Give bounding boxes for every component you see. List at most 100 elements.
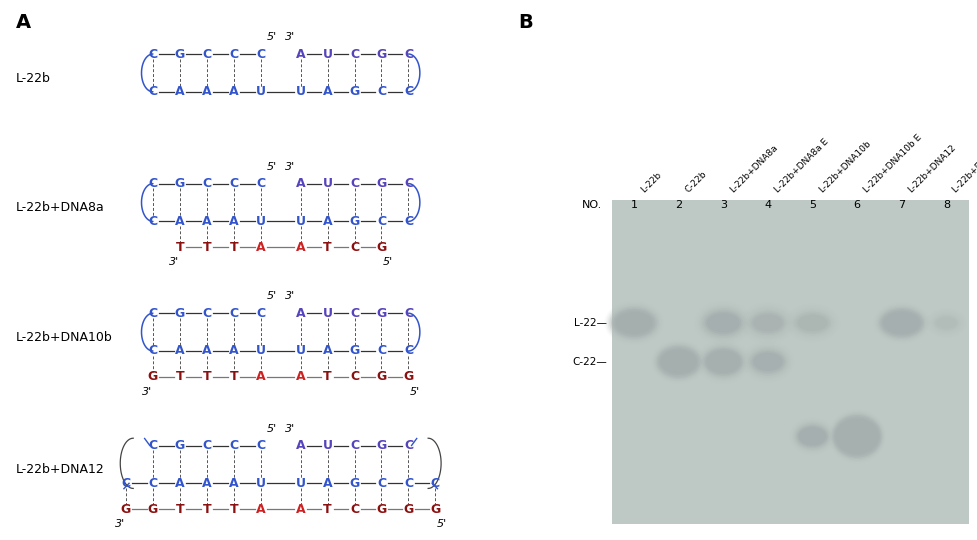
Text: C: C	[376, 215, 386, 228]
Text: 3': 3'	[168, 257, 179, 267]
Text: A: A	[175, 345, 185, 357]
Ellipse shape	[936, 318, 956, 328]
Ellipse shape	[658, 348, 698, 375]
Text: L-22b+DNA10b: L-22b+DNA10b	[817, 139, 871, 194]
Text: U: U	[295, 85, 306, 98]
Ellipse shape	[797, 315, 827, 331]
Text: 5: 5	[808, 200, 815, 210]
Text: A: A	[202, 477, 211, 490]
Text: 3': 3'	[114, 519, 125, 529]
Ellipse shape	[791, 310, 832, 336]
Ellipse shape	[752, 314, 782, 332]
Text: A: A	[295, 177, 305, 190]
Ellipse shape	[883, 312, 918, 334]
Text: C: C	[229, 48, 238, 60]
Text: C: C	[404, 85, 412, 98]
Ellipse shape	[792, 422, 830, 451]
Ellipse shape	[833, 417, 878, 455]
Ellipse shape	[651, 340, 705, 383]
Text: G: G	[148, 370, 158, 383]
Text: 3': 3'	[284, 161, 294, 172]
Text: C: C	[149, 477, 157, 490]
Text: 5': 5'	[267, 161, 276, 172]
Text: G: G	[349, 477, 360, 490]
Text: C: C	[404, 439, 412, 452]
Text: 2: 2	[674, 200, 682, 210]
Text: G: G	[349, 345, 360, 357]
Text: C: C	[149, 48, 157, 60]
Ellipse shape	[749, 349, 786, 374]
Text: 3': 3'	[142, 387, 151, 397]
Ellipse shape	[700, 345, 745, 379]
Text: A: A	[322, 85, 332, 98]
Ellipse shape	[701, 346, 743, 377]
Text: G: G	[148, 503, 158, 516]
Text: L-22b+DNA10b: L-22b+DNA10b	[16, 331, 112, 344]
Text: NO.: NO.	[581, 200, 602, 210]
Text: C: C	[149, 177, 157, 190]
Text: C: C	[256, 307, 265, 320]
Ellipse shape	[795, 424, 828, 448]
Text: A: A	[229, 345, 238, 357]
Text: L-22b+DNA12: L-22b+DNA12	[906, 143, 956, 194]
Text: T: T	[176, 503, 184, 516]
Ellipse shape	[748, 311, 786, 335]
Ellipse shape	[696, 340, 749, 384]
Text: G: G	[376, 48, 386, 60]
Text: U: U	[322, 177, 332, 190]
Ellipse shape	[654, 343, 702, 381]
Text: G: G	[175, 177, 185, 190]
Text: A: A	[295, 370, 305, 383]
Text: A: A	[256, 241, 266, 254]
Text: T: T	[230, 503, 237, 516]
Ellipse shape	[704, 312, 741, 334]
Ellipse shape	[750, 351, 784, 373]
Ellipse shape	[699, 343, 746, 381]
Text: 7: 7	[897, 200, 905, 210]
Text: 4: 4	[764, 200, 771, 210]
Ellipse shape	[931, 313, 959, 332]
Text: U: U	[255, 215, 266, 228]
Text: A: A	[295, 439, 305, 452]
Ellipse shape	[743, 343, 792, 381]
Text: T: T	[323, 503, 331, 516]
Text: L-22b: L-22b	[16, 72, 51, 85]
Ellipse shape	[744, 345, 790, 379]
Text: A: A	[229, 85, 238, 98]
Ellipse shape	[877, 307, 924, 339]
Text: C: C	[149, 345, 157, 357]
Ellipse shape	[795, 313, 828, 333]
Text: C: C	[404, 345, 412, 357]
Ellipse shape	[743, 306, 791, 340]
Text: 6: 6	[853, 200, 860, 210]
Ellipse shape	[612, 309, 655, 337]
Ellipse shape	[746, 309, 787, 337]
Text: U: U	[295, 215, 306, 228]
Text: L-22—: L-22—	[573, 318, 607, 328]
Ellipse shape	[752, 353, 782, 371]
Text: C: C	[376, 85, 386, 98]
Text: 5': 5'	[382, 257, 393, 267]
Ellipse shape	[835, 419, 877, 454]
Ellipse shape	[934, 316, 956, 329]
Ellipse shape	[652, 341, 704, 382]
Text: A: A	[256, 503, 266, 516]
Text: C-22b: C-22b	[683, 170, 707, 194]
Text: A: A	[322, 215, 332, 228]
Text: T: T	[176, 370, 184, 383]
Ellipse shape	[874, 303, 927, 342]
Ellipse shape	[875, 305, 926, 341]
Text: C: C	[404, 177, 412, 190]
Ellipse shape	[616, 312, 652, 334]
Text: A: A	[295, 241, 305, 254]
Text: L-22b+DNA12 E: L-22b+DNA12 E	[950, 137, 977, 194]
Text: C: C	[404, 307, 412, 320]
Text: A: A	[229, 477, 238, 490]
Text: T: T	[176, 241, 184, 254]
Text: C: C	[149, 439, 157, 452]
Text: L-22b+DNA10b E: L-22b+DNA10b E	[861, 133, 922, 194]
Text: G: G	[376, 439, 386, 452]
Text: U: U	[322, 307, 332, 320]
Text: L-22b+DNA8a E: L-22b+DNA8a E	[772, 137, 829, 194]
Text: C: C	[350, 439, 359, 452]
